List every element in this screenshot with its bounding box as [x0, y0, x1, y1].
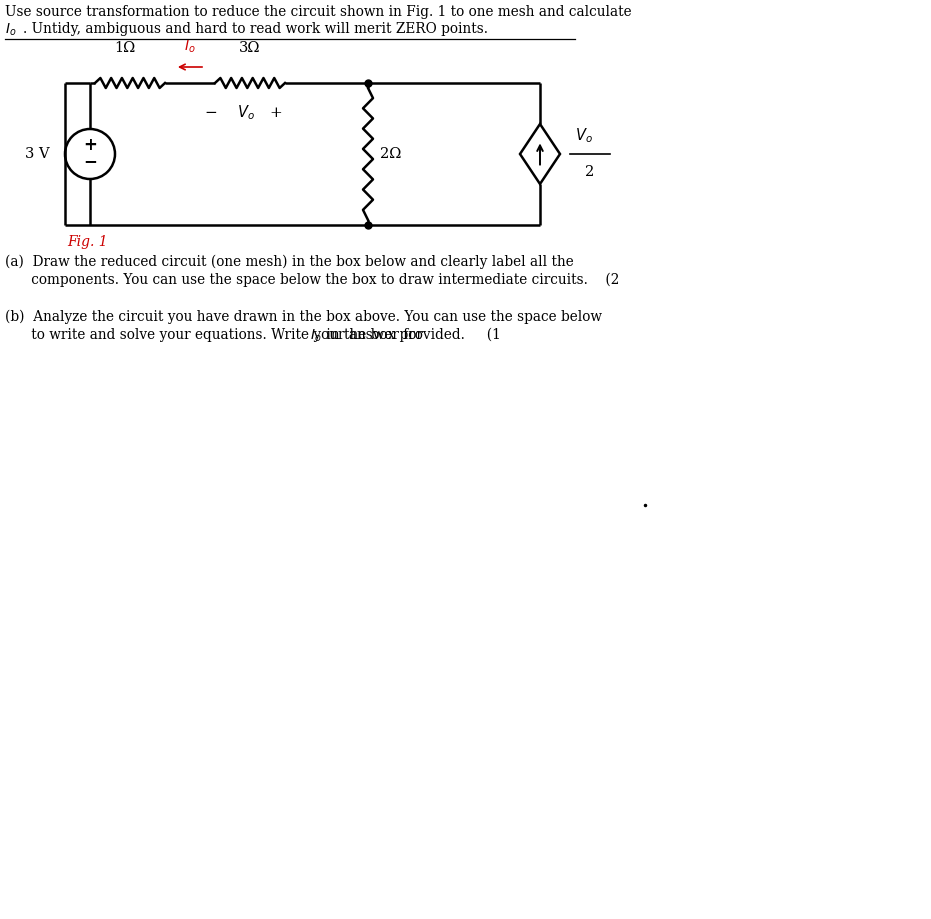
Text: $V_o$: $V_o$ — [237, 104, 255, 122]
Text: Use source transformation to reduce the circuit shown in Fig. 1 to one mesh and : Use source transformation to reduce the … — [5, 5, 631, 19]
Text: $V_o$: $V_o$ — [575, 127, 593, 145]
Text: +: + — [83, 136, 97, 154]
Text: 2Ω: 2Ω — [380, 147, 401, 161]
Text: $I_o$: $I_o$ — [5, 22, 17, 39]
Text: 3Ω: 3Ω — [239, 41, 261, 55]
Text: $I_o$: $I_o$ — [310, 328, 321, 345]
Text: $I_o$: $I_o$ — [184, 39, 196, 55]
Text: −: − — [83, 153, 97, 171]
Text: 3 V: 3 V — [25, 147, 50, 161]
Text: Fig. 1: Fig. 1 — [67, 235, 108, 249]
Text: components. You can use the space below the box to draw intermediate circuits.  : components. You can use the space below … — [5, 273, 619, 288]
Text: −: − — [205, 106, 217, 120]
Text: to write and solve your equations. Write your answer for: to write and solve your equations. Write… — [5, 328, 427, 342]
Text: 2: 2 — [586, 165, 595, 179]
Text: in the box provided.     (1: in the box provided. (1 — [322, 328, 501, 343]
Text: +: + — [270, 106, 282, 120]
Text: (a)  Draw the reduced circuit (one mesh) in the box below and clearly label all : (a) Draw the reduced circuit (one mesh) … — [5, 255, 573, 269]
Text: 1Ω: 1Ω — [115, 41, 136, 55]
Text: (b)  Analyze the circuit you have drawn in the box above. You can use the space : (b) Analyze the circuit you have drawn i… — [5, 310, 602, 324]
Text: . Untidy, ambiguous and hard to read work will merit ZERO points.: . Untidy, ambiguous and hard to read wor… — [23, 22, 488, 36]
